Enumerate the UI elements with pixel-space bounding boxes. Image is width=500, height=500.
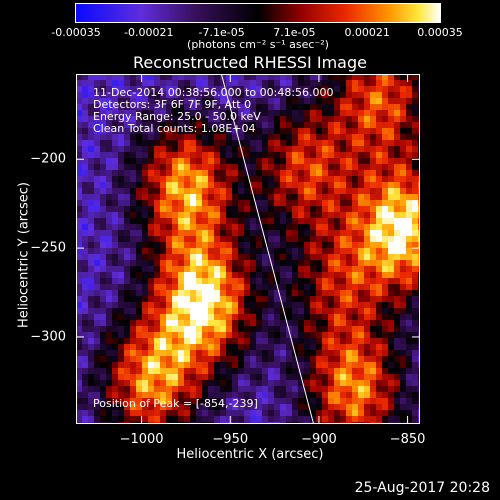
colorbar <box>75 3 441 23</box>
colorbar-tick-label: 0.00021 <box>344 26 390 39</box>
y-tick-label: −250 <box>30 240 66 256</box>
colorbar-tick-label: -7.1e-05 <box>198 26 245 39</box>
colorbar-unit: (photons cm⁻² s⁻¹ asec⁻²) <box>187 38 329 51</box>
x-axis-label: Heliocentric X (arcsec) <box>176 447 324 462</box>
energy-range-label: Energy Range: 25.0 - 50.0 keV <box>93 110 261 123</box>
footer-date: 25-Aug-2017 20:28 <box>354 480 490 496</box>
y-tick-label: −300 <box>30 329 66 345</box>
x-tick-label: −950 <box>212 432 249 447</box>
plot-frame <box>76 74 420 424</box>
colorbar-tick-label: -0.00035 <box>51 26 101 39</box>
colorbar-tick-label: 0.00035 <box>417 26 463 39</box>
x-tick-label: −1000 <box>119 432 164 447</box>
colorbar-tick-label: -0.00021 <box>124 26 174 39</box>
y-tick-label: −200 <box>30 151 66 167</box>
y-axis-label: Heliocentric Y (arcsec) <box>16 182 32 328</box>
x-tick-label: −900 <box>301 432 337 447</box>
detectors-label: Detectors: 3F 6F 7F 9F, Att 0 <box>93 98 252 111</box>
peak-position-label: Position of Peak = [-854,-239] <box>93 397 258 410</box>
heatmap-pixels <box>76 74 420 424</box>
plot-area <box>76 74 420 424</box>
time-range-label: 11-Dec-2014 00:38:56.000 to 00:48:56.000 <box>93 86 334 99</box>
chart-title: Reconstructed RHESSI Image <box>133 53 367 72</box>
clean-counts-label: Clean Total counts: 1.08E+04 <box>93 122 256 135</box>
solar-limb-line <box>220 74 315 424</box>
colorbar-tick-label: 7.1e-05 <box>273 26 316 39</box>
x-tick-label: −850 <box>389 432 426 447</box>
